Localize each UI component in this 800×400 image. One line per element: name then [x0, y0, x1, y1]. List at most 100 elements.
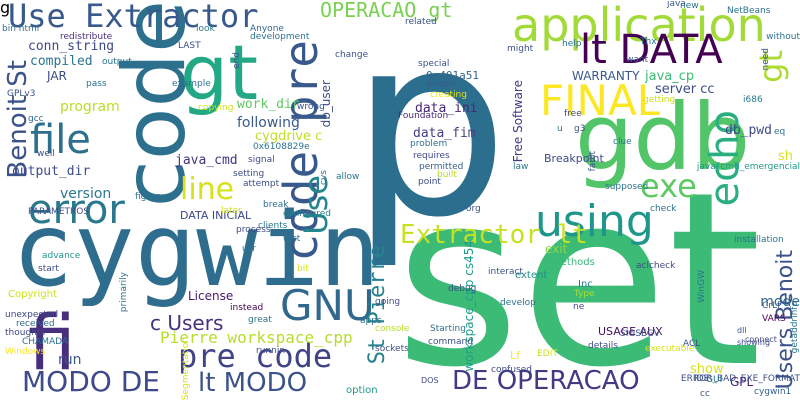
word: line [180, 172, 235, 207]
word: fault [588, 151, 598, 172]
word: cygdrive c [255, 129, 323, 144]
word: Copyright [8, 289, 57, 300]
word: NetBeans [727, 6, 771, 16]
word: c Users [150, 311, 224, 335]
word: conn_string [28, 39, 115, 54]
word: run [58, 352, 82, 368]
word: SIGSEGV [620, 329, 660, 339]
word: copying [198, 103, 234, 113]
word: java [667, 0, 686, 9]
word: command [428, 337, 473, 347]
word: develop [500, 298, 536, 308]
word: server cc [655, 82, 715, 97]
word: cygwin [12, 191, 381, 310]
word: instead [230, 303, 264, 313]
word: primarily [119, 272, 129, 313]
word: g3 [574, 124, 586, 134]
word: program [60, 99, 120, 115]
word: VARS [762, 314, 786, 324]
word: pass [86, 79, 107, 89]
word: thoughts [5, 328, 46, 338]
word: OPERACAO gt [320, 0, 453, 22]
word: Thx [640, 37, 657, 47]
word: great [248, 315, 272, 325]
word: pre code [178, 337, 333, 375]
word: point [418, 177, 441, 187]
word: details [588, 341, 618, 351]
word: console [375, 324, 410, 334]
word: workspace_cpp cs454 [462, 240, 476, 372]
word: Lf [510, 349, 521, 362]
word: application [512, 0, 766, 52]
word: gt [752, 50, 790, 83]
word: methods [551, 257, 595, 268]
word: going [375, 297, 401, 307]
word: Foundation [398, 111, 449, 121]
word: License [188, 289, 234, 303]
word: data_ini [415, 101, 478, 116]
word: Windows [5, 347, 46, 357]
word: well [37, 149, 55, 159]
word: DOS [421, 376, 439, 385]
word: creating [430, 90, 467, 100]
word: extent [515, 270, 548, 281]
word: following [237, 115, 300, 131]
word: using [535, 196, 654, 247]
word: Inc [578, 279, 593, 290]
word: compiled [30, 54, 93, 69]
word: DATA INICIAL [180, 209, 252, 222]
word: u [557, 124, 563, 134]
word: exe [640, 167, 697, 205]
word: work_dir [237, 97, 300, 112]
word: advance [42, 251, 81, 261]
word: simple [427, 79, 457, 89]
word: CrLf [762, 301, 781, 311]
word: GUI [706, 375, 723, 385]
word: break [263, 200, 289, 210]
word: runnin [256, 346, 286, 356]
word: installation [734, 235, 784, 245]
word: exit [545, 242, 568, 256]
word: eq [774, 127, 786, 137]
word: java_cmd [175, 153, 238, 168]
word: requires [413, 151, 450, 161]
word: usr [242, 244, 257, 254]
word: cvs [319, 170, 329, 185]
word: getting [643, 95, 676, 105]
word: clue [613, 137, 632, 147]
word: new [680, 1, 699, 11]
word: related [405, 17, 437, 27]
word: confused [491, 365, 532, 375]
word: output [102, 57, 132, 67]
word: g [0, 0, 11, 17]
word: db_pwd [725, 123, 772, 138]
word: permitted [419, 162, 464, 172]
word: aclcheck [636, 261, 676, 271]
word: show [690, 362, 724, 377]
word: data_fim [413, 126, 476, 141]
word: java_cp [645, 69, 695, 84]
word: error [28, 187, 125, 233]
word: gdb [575, 84, 751, 191]
word: LAST [178, 41, 201, 51]
word: showing [737, 338, 771, 347]
word: Type [574, 289, 595, 299]
word: Free Software [511, 80, 525, 163]
word: wrong [297, 102, 325, 112]
word: lt DATA [580, 27, 723, 73]
word: interact [488, 267, 523, 277]
word: gcc [28, 114, 44, 124]
word: help [562, 39, 582, 49]
word: MODO DE [22, 365, 160, 398]
word: dll [737, 326, 747, 335]
word: CHAMADA [22, 337, 69, 347]
word: p [350, 0, 509, 272]
word: law [513, 162, 529, 172]
word: JAR [47, 69, 67, 83]
word: ne [573, 302, 585, 312]
word: later [221, 206, 242, 216]
word: i686 [743, 95, 763, 105]
word: fi [28, 298, 76, 387]
word: option [346, 385, 378, 396]
word: WARRANTY [572, 69, 640, 83]
